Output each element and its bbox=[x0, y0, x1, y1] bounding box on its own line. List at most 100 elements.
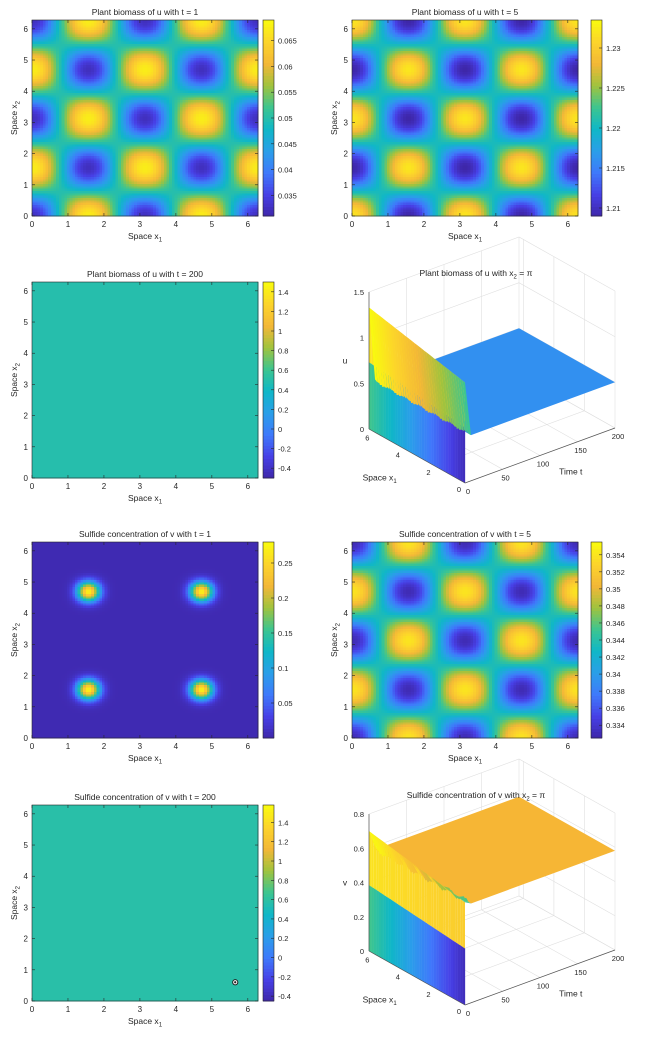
heatmap-cell bbox=[56, 199, 60, 203]
heatmap-cell bbox=[96, 204, 100, 208]
heatmap-cell bbox=[91, 66, 95, 70]
heatmap-cell bbox=[93, 178, 98, 182]
heatmap-cell bbox=[45, 78, 49, 82]
heatmap-cell bbox=[58, 27, 63, 30]
heatmap-cell bbox=[37, 45, 41, 49]
heatmap-cell bbox=[53, 162, 57, 166]
heatmap-cell bbox=[56, 52, 60, 56]
heatmap-cell bbox=[83, 57, 87, 61]
heatmap-cell bbox=[45, 195, 49, 198]
heatmap-cell bbox=[69, 80, 73, 84]
heatmap-cell bbox=[93, 92, 98, 96]
heatmap-cell bbox=[34, 45, 38, 49]
heatmap-cell bbox=[72, 94, 76, 98]
heatmap-cell bbox=[69, 211, 73, 215]
heatmap-cell bbox=[48, 22, 52, 26]
heatmap-cell bbox=[83, 92, 87, 96]
heatmap-cell bbox=[85, 183, 90, 187]
heatmap-cell bbox=[40, 36, 44, 40]
heatmap-cell bbox=[66, 134, 71, 138]
heatmap-cell bbox=[48, 94, 52, 98]
heatmap-cell bbox=[53, 204, 57, 208]
heatmap-cell bbox=[58, 174, 63, 177]
heatmap-cell bbox=[48, 169, 52, 173]
heatmap-cell bbox=[91, 188, 95, 191]
heatmap-cell bbox=[64, 211, 68, 215]
heatmap-cell bbox=[80, 97, 84, 100]
heatmap-cell bbox=[32, 141, 36, 145]
heatmap-cell bbox=[75, 66, 79, 70]
heatmap-cell bbox=[37, 125, 41, 128]
heatmap-cell bbox=[83, 87, 87, 91]
heatmap-cell bbox=[58, 73, 63, 77]
heatmap-cell bbox=[83, 73, 87, 77]
heatmap-cell bbox=[69, 185, 73, 189]
heatmap-cell bbox=[40, 169, 44, 173]
heatmap-cell bbox=[61, 31, 65, 35]
heatmap-cell bbox=[83, 129, 87, 133]
heatmap-cell bbox=[53, 199, 57, 203]
heatmap-cell bbox=[66, 195, 71, 198]
heatmap-cell bbox=[37, 31, 41, 35]
heatmap-cell bbox=[88, 143, 92, 147]
heatmap-cell bbox=[91, 150, 95, 154]
heatmap-cell bbox=[58, 150, 63, 154]
heatmap-cell bbox=[32, 73, 36, 77]
heatmap-cell bbox=[88, 176, 92, 180]
heatmap-cell bbox=[83, 146, 87, 149]
heatmap-cell bbox=[75, 50, 79, 54]
heatmap-cell bbox=[42, 160, 47, 163]
heatmap-cell bbox=[66, 143, 71, 147]
heatmap-cell bbox=[45, 73, 49, 77]
heatmap-cell bbox=[40, 41, 44, 44]
heatmap-cell bbox=[40, 136, 44, 140]
heatmap-cell bbox=[32, 185, 36, 189]
heatmap-cell bbox=[66, 122, 71, 126]
heatmap-cell bbox=[93, 141, 98, 145]
heatmap-cell bbox=[37, 97, 41, 100]
heatmap-cell bbox=[48, 157, 52, 161]
heatmap-cell bbox=[32, 164, 36, 168]
heatmap-cell bbox=[88, 111, 92, 114]
heatmap-cell bbox=[93, 99, 98, 103]
heatmap-cell bbox=[48, 57, 52, 61]
heatmap-cell bbox=[50, 45, 55, 49]
heatmap-cell bbox=[37, 29, 41, 33]
heatmap-cell bbox=[66, 199, 71, 203]
heatmap-cell bbox=[34, 76, 38, 79]
heatmap-cell bbox=[77, 190, 82, 194]
heatmap-cell bbox=[93, 52, 98, 56]
heatmap-cell bbox=[72, 59, 76, 63]
heatmap-cell bbox=[66, 43, 71, 47]
heatmap-cell bbox=[53, 160, 57, 163]
heatmap-cell bbox=[72, 80, 76, 84]
heatmap-cell bbox=[56, 127, 60, 131]
heatmap-cell bbox=[34, 146, 38, 149]
heatmap-cell bbox=[85, 125, 90, 128]
heatmap-cell bbox=[91, 139, 95, 142]
heatmap-cell bbox=[61, 146, 65, 149]
heatmap-cell bbox=[50, 24, 55, 28]
heatmap-cell bbox=[80, 29, 84, 33]
heatmap-cell bbox=[58, 199, 63, 203]
heatmap-cell bbox=[75, 169, 79, 173]
heatmap-cell bbox=[80, 183, 84, 187]
heatmap-cell bbox=[32, 108, 36, 112]
heatmap-cell bbox=[50, 143, 55, 147]
heatmap-cell bbox=[77, 38, 82, 42]
heatmap-cell bbox=[75, 129, 79, 133]
heatmap-cell bbox=[69, 76, 73, 79]
heatmap-cell bbox=[75, 62, 79, 65]
heatmap-cell bbox=[48, 20, 52, 23]
heatmap-cell bbox=[56, 108, 60, 112]
heatmap-cell bbox=[66, 155, 71, 159]
heatmap-cell bbox=[50, 41, 55, 44]
heatmap-cell bbox=[85, 150, 90, 154]
heatmap-cell bbox=[48, 192, 52, 196]
heatmap-cell bbox=[80, 43, 84, 47]
heatmap-cell bbox=[48, 213, 52, 217]
heatmap-cell bbox=[50, 94, 55, 98]
heatmap-cell bbox=[85, 120, 90, 124]
heatmap-cell bbox=[66, 190, 71, 194]
heatmap-cell bbox=[56, 202, 60, 205]
